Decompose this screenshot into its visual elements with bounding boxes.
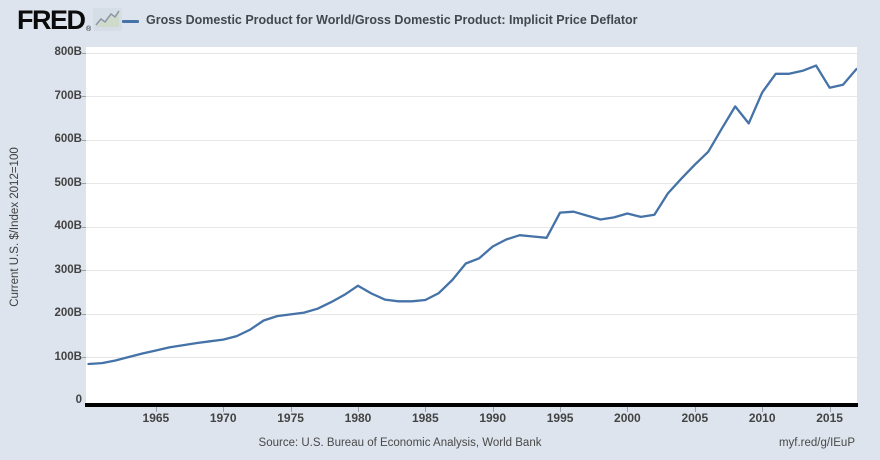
fred-logo-text: FRED [17, 5, 86, 35]
registered-trademark-icon: ® [86, 26, 92, 33]
gdp-series-line [87, 64, 857, 366]
y-tick-mark [82, 96, 86, 97]
x-tick-mark [762, 407, 764, 412]
y-tick-mark [82, 313, 86, 315]
gridline [86, 313, 857, 315]
source-text: Source: U.S. Bureau of Economic Analysis… [258, 437, 542, 449]
y-tick-label: 300B [54, 263, 83, 276]
x-tick-mark [829, 407, 831, 412]
gridline [86, 139, 857, 141]
y-tick-label: 500B [54, 176, 83, 189]
x-tick-label: 1990 [479, 411, 507, 425]
y-tick-label: 800B [54, 46, 83, 58]
y-tick-label: 0 [75, 394, 82, 406]
gridline [86, 226, 857, 228]
x-tick-mark [492, 407, 494, 412]
y-tick-label: 700B [54, 89, 83, 102]
x-tick-mark [358, 407, 359, 412]
y-tick-mark [82, 139, 86, 141]
x-tick-label: 1995 [546, 411, 574, 425]
x-tick-label: 2010 [748, 411, 776, 425]
x-tick-label: 2005 [681, 411, 709, 425]
x-tick-mark [290, 407, 292, 412]
x-tick-mark [155, 407, 157, 412]
legend-line-swatch [122, 20, 139, 23]
plot-area [86, 47, 857, 403]
gridline [86, 96, 857, 97]
y-tick-label: 200B [54, 307, 83, 319]
gdp-line-chart [87, 64, 857, 366]
x-axis-line [85, 403, 858, 407]
x-tick-label: 1975 [277, 411, 304, 425]
series-legend-label: Gross Domestic Product for World/Gross D… [146, 13, 638, 27]
gridline [86, 270, 857, 271]
short-url-link[interactable]: myf.red/g/IEuP [778, 437, 855, 449]
y-tick-mark [82, 357, 86, 358]
x-tick-mark [425, 407, 427, 412]
x-tick-label: 1965 [142, 411, 170, 425]
x-tick-mark [223, 407, 225, 412]
gridline [86, 357, 857, 358]
x-tick-label: 2000 [614, 411, 641, 425]
x-tick-label: 1970 [209, 411, 237, 425]
y-tick-label: 100B [54, 350, 83, 363]
x-tick-mark [560, 407, 562, 412]
y-tick-label: 400B [54, 220, 83, 232]
y-tick-mark [82, 183, 86, 184]
y-tick-mark [82, 52, 86, 54]
y-tick-label: 600B [54, 133, 83, 145]
y-tick-mark [82, 226, 86, 228]
x-tick-mark [694, 407, 696, 412]
y-tick-mark [82, 270, 86, 271]
x-tick-mark [627, 407, 629, 412]
fred-sparkline-icon [93, 8, 123, 32]
x-tick-label: 2015 [816, 411, 843, 425]
x-tick-label: 1980 [344, 411, 372, 425]
gridline [86, 52, 857, 54]
gridline [86, 183, 857, 184]
x-tick-label: 1985 [411, 411, 439, 425]
